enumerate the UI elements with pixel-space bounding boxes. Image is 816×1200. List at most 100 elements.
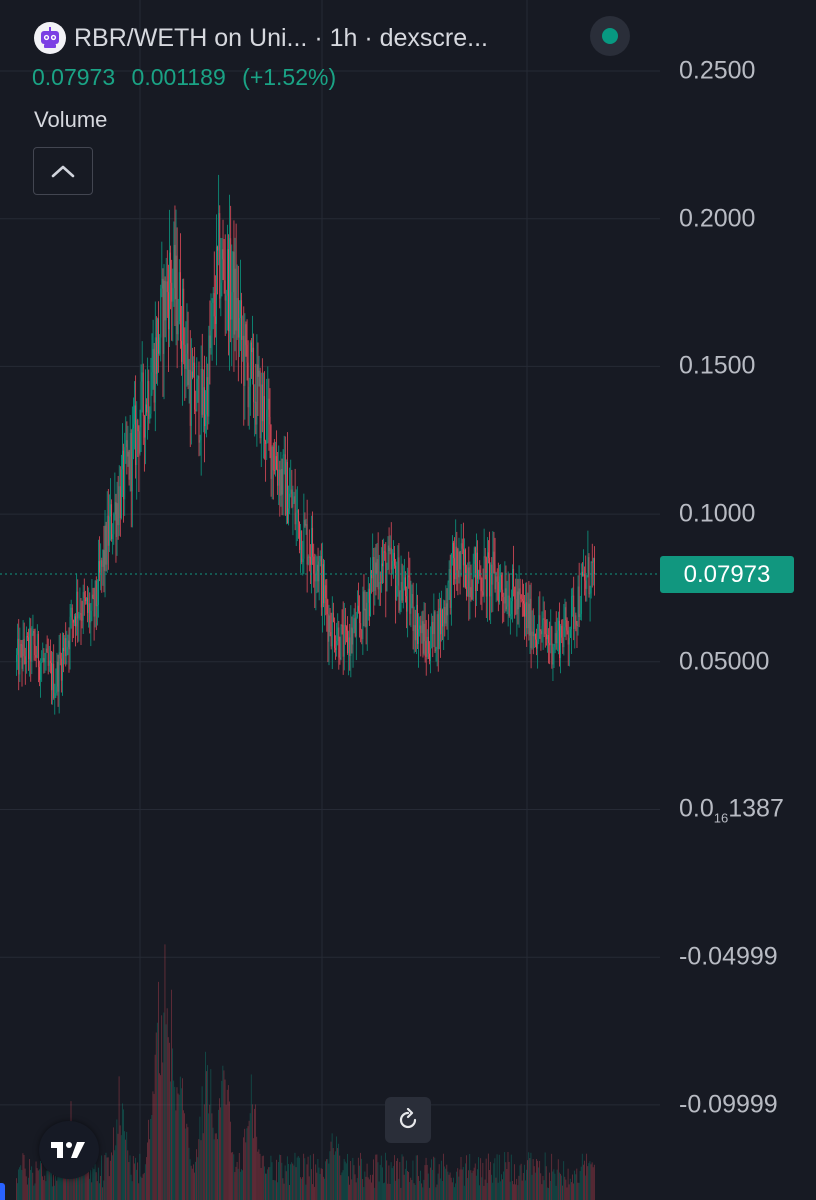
volume-bar <box>307 1156 309 1200</box>
candle-body <box>255 401 257 425</box>
candle-body <box>188 369 190 385</box>
candle-body <box>127 451 129 457</box>
volume-bar <box>339 1155 341 1200</box>
candle-body <box>141 372 143 382</box>
volume-bar <box>279 1154 281 1200</box>
volume-bar <box>464 1163 466 1200</box>
volume-bar <box>309 1155 311 1200</box>
candle-body <box>326 598 328 615</box>
candle-body <box>265 440 267 445</box>
volume-bar <box>413 1183 415 1200</box>
chart-grid <box>0 0 660 1200</box>
candle-body <box>104 525 106 571</box>
candle-body <box>189 369 191 426</box>
candle-body <box>360 623 362 630</box>
candle-body <box>472 563 474 600</box>
volume-bar <box>561 1175 562 1200</box>
candle-body <box>358 605 359 612</box>
candle-body <box>377 559 379 590</box>
volume-bar <box>436 1184 438 1200</box>
volume-bar <box>288 1164 289 1200</box>
volume-bar <box>163 1012 165 1200</box>
volume-bar <box>89 1178 90 1200</box>
volume-bar <box>305 1184 307 1200</box>
reset-chart-button[interactable] <box>385 1097 431 1143</box>
candle-body <box>323 564 324 604</box>
volume-bar <box>424 1165 426 1200</box>
candle-body <box>514 586 516 600</box>
volume-bar <box>449 1172 451 1200</box>
volume-bar <box>104 1155 106 1200</box>
volume-indicator-label[interactable]: Volume <box>34 107 108 132</box>
volume-bar <box>241 1169 242 1200</box>
volume-bar <box>95 1172 97 1200</box>
candle-body <box>91 594 93 611</box>
candle-body <box>321 564 323 608</box>
volume-bar <box>458 1176 460 1200</box>
volume-bar <box>188 1147 190 1200</box>
tradingview-logo-icon[interactable] <box>39 1121 99 1179</box>
candle-body <box>502 589 504 597</box>
collapse-legend-button[interactable] <box>33 147 93 195</box>
candle-body <box>580 571 582 614</box>
volume-bar <box>144 1164 146 1200</box>
candle-body <box>560 625 562 659</box>
candle-body <box>19 644 21 675</box>
candle-body <box>210 330 212 349</box>
candle-body <box>407 575 409 612</box>
volume-bar <box>168 1042 170 1200</box>
candle-body <box>573 595 575 630</box>
volume-bar <box>178 1094 180 1200</box>
robot-icon[interactable] <box>34 22 66 54</box>
candle-body <box>101 560 103 567</box>
candle-body <box>52 663 54 691</box>
candle-body <box>236 298 238 331</box>
candle-body <box>256 364 258 425</box>
volume-bar <box>518 1175 520 1200</box>
volume-bar <box>344 1161 346 1200</box>
volume-bar <box>224 1079 226 1200</box>
volume-bar <box>348 1176 349 1200</box>
candle-body <box>193 362 194 378</box>
candle-body <box>183 288 185 345</box>
candle-body <box>578 586 580 618</box>
status-indicator[interactable] <box>590 16 630 56</box>
volume-bar <box>509 1181 511 1200</box>
candle-body <box>541 625 543 635</box>
candle-body <box>23 639 25 657</box>
candle-body <box>182 288 184 362</box>
candle-body <box>292 502 294 508</box>
volume-bar <box>148 1119 149 1200</box>
candle-body <box>185 353 187 369</box>
volume-bar <box>79 1175 81 1200</box>
candle-body <box>28 637 30 660</box>
volume-bar <box>102 1187 104 1200</box>
volume-bar <box>182 1078 183 1200</box>
volume-bar <box>219 1098 220 1200</box>
candle-body <box>421 621 423 634</box>
candle-body <box>439 608 441 635</box>
candle-body <box>527 603 529 629</box>
volume-bar <box>495 1177 497 1200</box>
volume-bar <box>575 1174 577 1200</box>
candle-body <box>42 657 44 663</box>
candle-body <box>275 456 276 471</box>
chart-title[interactable]: RBR/WETH on Uni... · 1h · dexscre... <box>74 23 488 52</box>
candle-body <box>509 614 511 616</box>
volume-bar <box>297 1156 299 1200</box>
volume-bar <box>570 1182 572 1200</box>
candle-body <box>238 317 240 338</box>
volume-bar <box>57 1170 59 1200</box>
volume-bar <box>37 1170 39 1200</box>
volume-bar <box>507 1152 509 1200</box>
last-value: 0.07973 <box>32 64 116 90</box>
volume-bar <box>196 1149 198 1200</box>
volume-bar <box>129 1155 131 1200</box>
price-axis-label: -0.09999 <box>679 1090 778 1119</box>
volume-bar <box>126 1131 128 1200</box>
candle-body <box>498 576 500 603</box>
volume-bar <box>94 1162 96 1200</box>
volume-bar <box>402 1156 404 1200</box>
candle-body <box>372 557 374 579</box>
